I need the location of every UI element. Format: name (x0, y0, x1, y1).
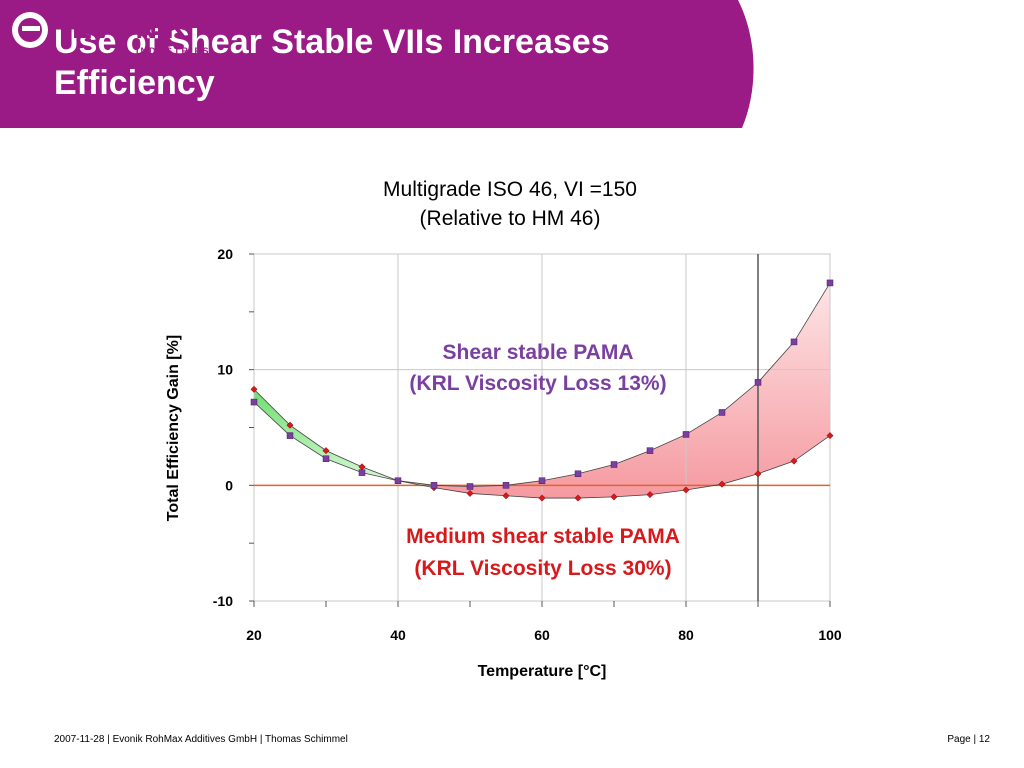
data-point-medium-shear (466, 489, 474, 497)
evonik-logo: EVONIK INDUSTRIES (4, 4, 211, 56)
logo-subtitle: INDUSTRIES (136, 46, 211, 56)
data-point-shear-stable (718, 409, 726, 416)
data-point-shear-stable (610, 461, 618, 468)
efficiency-chart: 20 40 60 80 100 -10 0 10 20 Temperature [°C] Total… (165, 246, 842, 680)
data-point-shear-stable (826, 279, 834, 287)
data-point-shear-stable (502, 482, 510, 489)
data-point-medium-shear (682, 486, 690, 494)
slide-header: Use of Shear Stable VIIs Increases Effic… (0, 0, 1024, 128)
data-point-shear-stable (466, 483, 474, 490)
chart-title: Multigrade ISO 46, VI =150 (383, 178, 637, 201)
footer-info: 2007-11-28 | Evonik RohMax Additives Gmb… (54, 734, 348, 745)
x-tick-label: 60 (534, 627, 550, 643)
data-point-shear-stable (790, 338, 798, 346)
data-point-medium-shear (286, 421, 294, 429)
data-point-medium-shear (754, 470, 762, 478)
data-point-shear-stable (646, 447, 654, 454)
data-point-shear-stable (574, 470, 582, 478)
data-point-medium-shear (502, 492, 510, 500)
loss-area (434, 282, 830, 499)
y-tick-label: 20 (217, 246, 233, 262)
data-point-shear-stable (754, 379, 762, 386)
annotation-medium-shear-detail: (KRL Viscosity Loss 30%) (414, 557, 671, 580)
data-point-shear-stable (286, 432, 294, 439)
data-point-medium-shear (646, 491, 654, 499)
data-point-medium-shear (250, 385, 258, 393)
data-point-shear-stable (682, 431, 690, 438)
data-point-shear-stable (250, 398, 258, 406)
annotation-medium-shear: Medium shear stable PAMA (406, 525, 680, 548)
logo-wordmark: EVONIK (72, 12, 187, 45)
chart-subtitle: (Relative to HM 46) (419, 207, 601, 230)
x-tick-label: 20 (246, 627, 262, 643)
data-point-shear-stable (394, 477, 402, 484)
annotation-shear-stable: Shear stable PAMA (443, 341, 634, 364)
data-point-medium-shear (826, 432, 834, 440)
data-point-medium-shear (538, 494, 546, 502)
y-tick-label: -10 (213, 593, 233, 609)
data-point-medium-shear (574, 494, 582, 502)
data-point-medium-shear (322, 447, 330, 455)
slide-title: Use of Shear Stable VIIs Increases Effic… (54, 23, 610, 102)
x-axis-label: Temperature [°C] (478, 663, 607, 680)
header-banner (0, 0, 754, 128)
data-point-medium-shear (610, 493, 618, 501)
y-tick-label: 0 (225, 477, 233, 493)
data-point-medium-shear (718, 480, 726, 488)
page-number: Page | 12 (947, 734, 990, 745)
data-point-shear-stable (430, 482, 438, 489)
data-point-shear-stable (358, 469, 366, 476)
x-tick-label: 40 (390, 627, 406, 643)
y-axis-label: Total Efficiency Gain [%] (165, 335, 182, 521)
x-tick-label: 80 (678, 627, 694, 643)
data-point-shear-stable (538, 477, 546, 484)
annotation-shear-stable-detail: (KRL Viscosity Loss 13%) (409, 372, 666, 395)
data-point-shear-stable (322, 455, 330, 462)
data-point-medium-shear (790, 457, 798, 465)
x-tick-label: 100 (818, 627, 842, 643)
y-tick-label: 10 (217, 362, 233, 378)
